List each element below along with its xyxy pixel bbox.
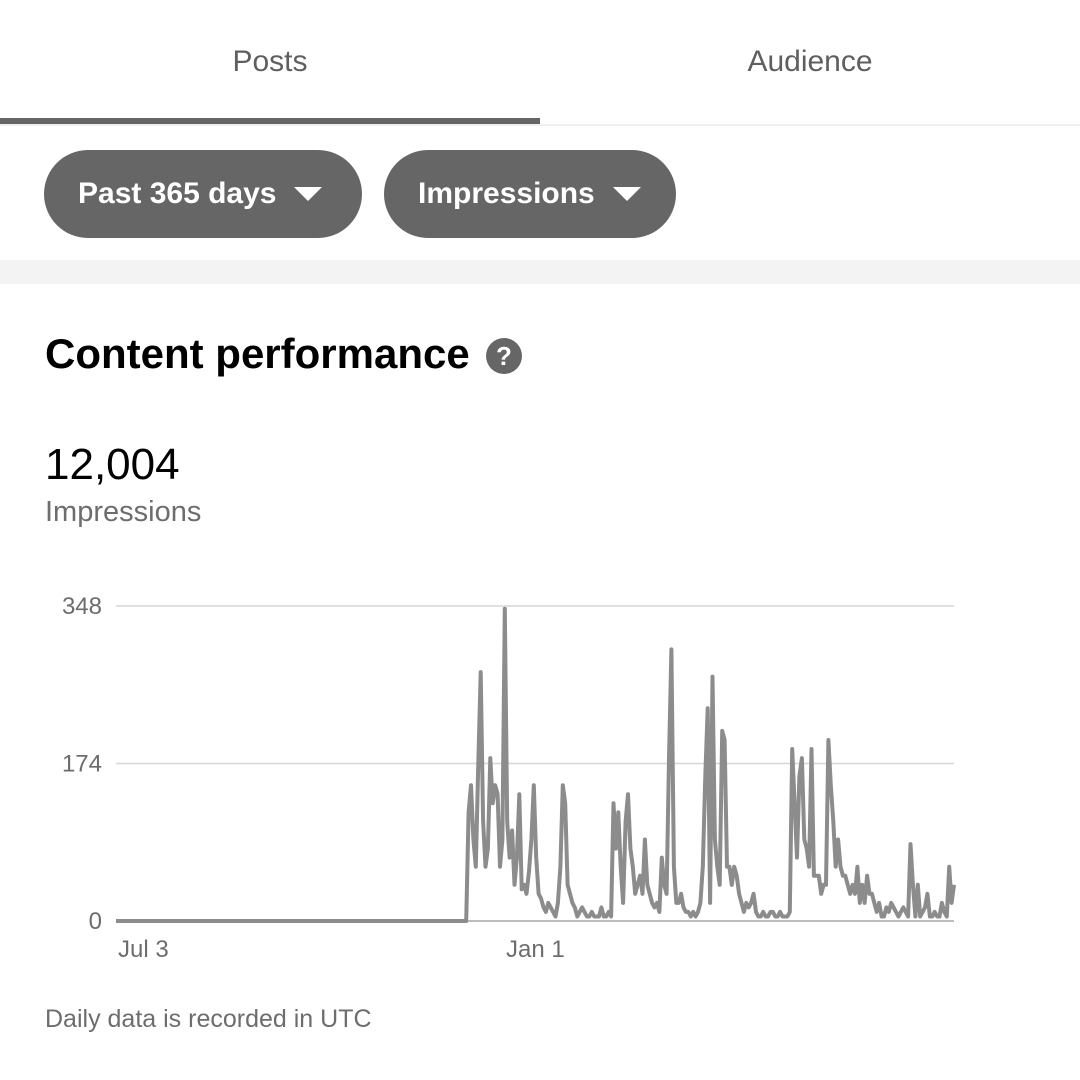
date-range-label: Past 365 days xyxy=(78,177,277,210)
utc-footnote: Daily data is recorded in UTC xyxy=(45,1005,372,1033)
caret-down-icon xyxy=(612,187,641,201)
question-circle-icon[interactable]: ? xyxy=(486,338,522,374)
tab-audience[interactable]: Audience xyxy=(747,45,873,78)
date-range-dropdown[interactable]: Past 365 days xyxy=(44,150,362,238)
caret-down-icon xyxy=(294,187,323,201)
impressions-total-label: Impressions xyxy=(45,496,202,528)
y-tick-label: 174 xyxy=(62,751,102,778)
tab-posts[interactable]: Posts xyxy=(232,45,308,78)
x-tick-label: Jul 3 xyxy=(118,936,169,963)
impressions-series-line xyxy=(116,606,956,923)
metric-label: Impressions xyxy=(418,177,595,210)
active-tab-indicator xyxy=(0,118,540,124)
section-divider xyxy=(0,260,1080,284)
tab-bar: Posts Audience xyxy=(0,0,1080,126)
impressions-total: 12,004 xyxy=(45,440,180,489)
y-tick-label: 0 xyxy=(89,908,102,935)
x-tick-label: Jan 1 xyxy=(506,936,565,963)
impressions-line-chart: 348 174 0 Jul 3 Jan 1 xyxy=(62,593,956,963)
y-tick-label: 348 xyxy=(62,593,102,620)
section-title: Content performance xyxy=(45,330,470,377)
metric-dropdown[interactable]: Impressions xyxy=(384,150,676,238)
filter-bar: Past 365 days Impressions xyxy=(0,126,1080,260)
